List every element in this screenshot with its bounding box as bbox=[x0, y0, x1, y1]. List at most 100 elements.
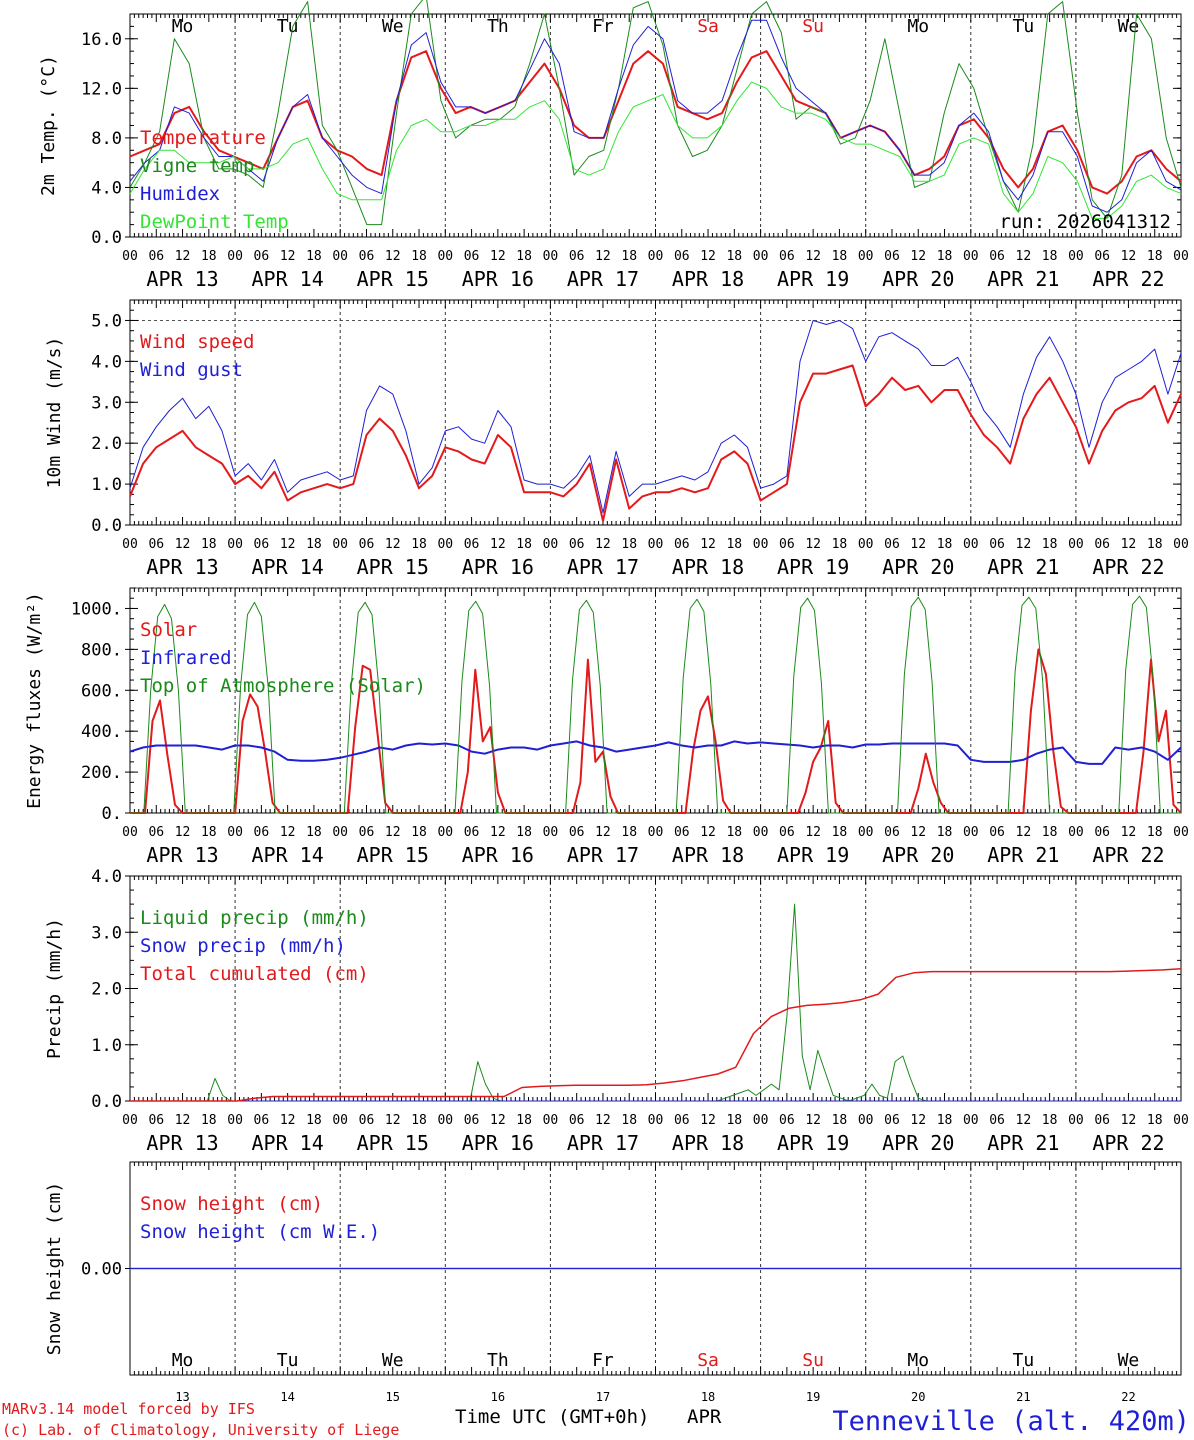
hour-tick-label: 06 bbox=[989, 249, 1005, 264]
day-label: APR 15 bbox=[357, 1131, 429, 1155]
weekday-label: We bbox=[1118, 1350, 1140, 1371]
hour-tick-label: 18 bbox=[621, 537, 637, 552]
day-number-label: 15 bbox=[386, 1390, 400, 1404]
y-tick-label: 2.0 bbox=[91, 980, 122, 1000]
weekday-label: Mo bbox=[172, 16, 194, 37]
hour-tick-label: 12 bbox=[910, 249, 926, 264]
hour-tick-label: 18 bbox=[937, 537, 953, 552]
hour-tick-label: 18 bbox=[411, 249, 427, 264]
hour-tick-label: 06 bbox=[674, 825, 690, 840]
legend-entry: Snow height (cm) bbox=[140, 1193, 323, 1215]
y-tick-label: 1.0 bbox=[91, 1036, 122, 1056]
hour-tick-label: 18 bbox=[1147, 249, 1163, 264]
hour-tick-label: 00 bbox=[122, 1113, 138, 1128]
weekday-label: We bbox=[382, 1350, 404, 1371]
hour-tick-label: 12 bbox=[595, 249, 611, 264]
hour-tick-label: 06 bbox=[1094, 249, 1110, 264]
y-tick-label: 200. bbox=[81, 763, 122, 783]
legend-entry: Snow precip (mm/h) bbox=[140, 935, 346, 957]
hour-tick-label: 06 bbox=[148, 537, 164, 552]
hour-tick-label: 00 bbox=[963, 1113, 979, 1128]
hour-tick-label: 12 bbox=[385, 1113, 401, 1128]
y-axis-label: Precip (mm/h) bbox=[44, 918, 65, 1059]
series-wind-gust bbox=[129, 320, 1182, 514]
hour-tick-label: 00 bbox=[753, 537, 769, 552]
legend-entry: Wind gust bbox=[140, 359, 243, 381]
plot-frame bbox=[129, 13, 1182, 238]
hour-tick-label: 12 bbox=[490, 537, 506, 552]
day-label: APR 19 bbox=[777, 843, 849, 867]
hour-tick-label: 00 bbox=[648, 1113, 664, 1128]
station-title: Tenneville (alt. 420m) bbox=[832, 1406, 1190, 1437]
hour-tick-label: 00 bbox=[543, 1113, 559, 1128]
hour-tick-label: 18 bbox=[832, 249, 848, 264]
day-label: APR 14 bbox=[252, 1131, 324, 1155]
hour-tick-label: 18 bbox=[1147, 1113, 1163, 1128]
hour-tick-label: 12 bbox=[385, 249, 401, 264]
hour-tick-label: 06 bbox=[359, 1113, 375, 1128]
x-axis-month: APR bbox=[687, 1406, 722, 1428]
hour-tick-label: 18 bbox=[937, 825, 953, 840]
hour-tick-label: 00 bbox=[648, 825, 664, 840]
day-label: APR 20 bbox=[882, 1131, 954, 1155]
hour-tick-label: 06 bbox=[1094, 1113, 1110, 1128]
day-label: APR 18 bbox=[672, 555, 744, 579]
day-label: APR 16 bbox=[462, 555, 534, 579]
y-tick-label: 800. bbox=[81, 640, 122, 660]
hour-tick-label: 18 bbox=[201, 249, 217, 264]
model-credit: MARv3.14 model forced by IFS bbox=[2, 1400, 255, 1418]
hour-tick-label: 00 bbox=[1068, 1113, 1084, 1128]
hour-tick-label: 18 bbox=[832, 537, 848, 552]
day-label: APR 19 bbox=[777, 267, 849, 291]
hour-tick-label: 00 bbox=[332, 249, 348, 264]
y-axis-label: 10m Wind (m/s) bbox=[44, 337, 65, 489]
hour-tick-label: 06 bbox=[148, 825, 164, 840]
y-tick-label: 3.0 bbox=[91, 923, 122, 943]
weekday-label: Su bbox=[802, 1350, 824, 1371]
hour-tick-label: 06 bbox=[569, 537, 585, 552]
hour-tick-label: 12 bbox=[700, 825, 716, 840]
legend-entry: Infrared bbox=[140, 647, 232, 669]
hour-tick-label: 06 bbox=[569, 1113, 585, 1128]
hour-tick-label: 12 bbox=[805, 825, 821, 840]
hour-tick-label: 06 bbox=[464, 249, 480, 264]
hour-tick-label: 12 bbox=[910, 537, 926, 552]
hour-tick-label: 18 bbox=[306, 1113, 322, 1128]
weekday-label: Fr bbox=[592, 1350, 614, 1371]
hour-tick-label: 06 bbox=[254, 537, 270, 552]
hour-tick-label: 06 bbox=[779, 249, 795, 264]
day-number-label: 13 bbox=[175, 1390, 189, 1404]
legend-entry: Top of Atmosphere (Solar) bbox=[140, 675, 426, 697]
y-tick-label: 8.0 bbox=[91, 129, 122, 149]
day-label: APR 22 bbox=[1092, 843, 1164, 867]
hour-tick-label: 18 bbox=[621, 825, 637, 840]
hour-tick-label: 06 bbox=[254, 249, 270, 264]
hour-tick-label: 06 bbox=[148, 1113, 164, 1128]
hour-tick-label: 12 bbox=[175, 1113, 191, 1128]
plot-frame bbox=[129, 587, 1182, 814]
day-number-label: 14 bbox=[280, 1390, 294, 1404]
hour-tick-label: 12 bbox=[700, 249, 716, 264]
x-axis-title: Time UTC (GMT+0h) bbox=[455, 1406, 649, 1428]
y-tick-label: 4.0 bbox=[91, 352, 122, 372]
day-label: APR 20 bbox=[882, 555, 954, 579]
hour-tick-label: 12 bbox=[490, 825, 506, 840]
hour-tick-label: 00 bbox=[753, 1113, 769, 1128]
day-label: APR 20 bbox=[882, 267, 954, 291]
day-label: APR 21 bbox=[987, 267, 1059, 291]
hour-tick-label: 00 bbox=[753, 825, 769, 840]
hour-tick-label: 00 bbox=[963, 825, 979, 840]
hour-tick-label: 00 bbox=[1173, 1113, 1189, 1128]
day-label: APR 21 bbox=[987, 1131, 1059, 1155]
hour-tick-label: 12 bbox=[1121, 537, 1137, 552]
hour-tick-label: 06 bbox=[464, 825, 480, 840]
hour-tick-label: 00 bbox=[332, 1113, 348, 1128]
hour-tick-label: 06 bbox=[674, 1113, 690, 1128]
hour-tick-label: 18 bbox=[516, 537, 532, 552]
hour-tick-label: 12 bbox=[700, 537, 716, 552]
hour-tick-label: 00 bbox=[1068, 249, 1084, 264]
hour-tick-label: 12 bbox=[1121, 825, 1137, 840]
y-tick-label: 2.0 bbox=[91, 434, 122, 454]
hour-tick-label: 18 bbox=[411, 1113, 427, 1128]
hour-tick-label: 18 bbox=[306, 825, 322, 840]
